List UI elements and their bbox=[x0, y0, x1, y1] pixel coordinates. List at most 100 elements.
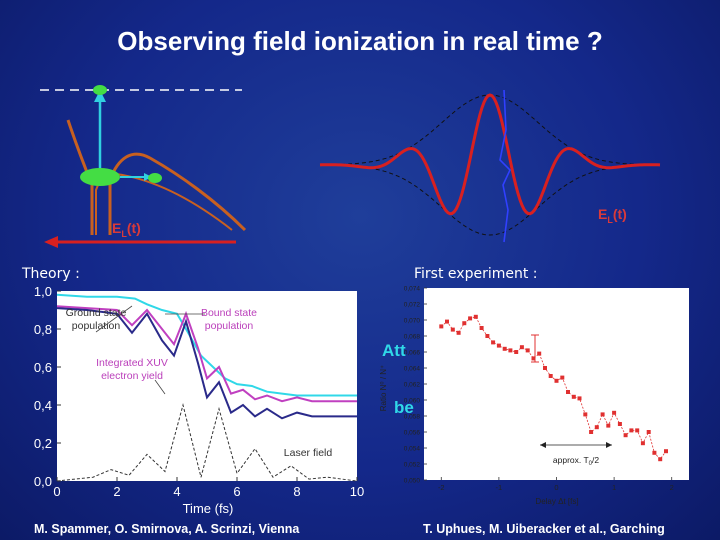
experiment-point bbox=[491, 340, 496, 345]
theory-x-tick: 6 bbox=[233, 484, 240, 499]
experiment-point bbox=[439, 324, 444, 329]
experiment-point bbox=[560, 375, 565, 380]
experiment-point bbox=[612, 410, 617, 415]
experiment-series-line bbox=[441, 316, 667, 460]
theory-y-tick: 0,2 bbox=[34, 436, 52, 451]
theory-y-tick: 0,4 bbox=[34, 398, 52, 413]
theory-series-line bbox=[56, 293, 357, 397]
theory-x-label: Time (fs) bbox=[183, 501, 234, 516]
experiment-point bbox=[606, 423, 611, 428]
theory-chart: 0 2 4 6 8 10 0,0 0,2 0,4 0,6 0,8 1,0 Time (fs) Grou… bbox=[34, 284, 364, 516]
experiment-point bbox=[617, 422, 622, 426]
experiment-x-tick: -2 bbox=[438, 483, 445, 492]
experiment-y-tick: 0,072 bbox=[404, 302, 421, 309]
experiment-y-tick: 0,060 bbox=[404, 398, 421, 405]
experiment-point bbox=[514, 350, 519, 354]
theory-y-tick: 0,8 bbox=[34, 322, 52, 337]
theory-series-line bbox=[56, 305, 357, 403]
experiment-point bbox=[640, 441, 645, 446]
experiment-point bbox=[450, 327, 455, 332]
theory-series-line bbox=[56, 403, 358, 482]
potential-right-wall bbox=[108, 152, 247, 235]
experiment-point bbox=[543, 366, 547, 370]
field-ionization-diagram bbox=[40, 85, 661, 248]
bound-annotation-2: population bbox=[205, 320, 254, 332]
theory-x-tick: 2 bbox=[113, 484, 120, 499]
experiment-chart: -2 -1 0 1 2 0,050 0,052 0,054 0,056 0,058 0,060 0,0… bbox=[379, 286, 689, 506]
experiment-y-tick: 0,050 bbox=[404, 478, 421, 485]
experiment-point bbox=[635, 428, 640, 433]
experiment-point bbox=[468, 316, 473, 321]
experiment-point bbox=[600, 412, 605, 417]
theory-y-tick: 0,0 bbox=[34, 474, 52, 489]
experiment-x-tick: 0 bbox=[554, 483, 558, 492]
experiment-point bbox=[594, 425, 599, 430]
experiment-point bbox=[571, 394, 576, 399]
theory-label: Theory : bbox=[22, 266, 80, 282]
experiment-point bbox=[485, 334, 490, 338]
experiment-x-tick: -1 bbox=[496, 483, 503, 492]
experiment-point bbox=[473, 314, 478, 319]
theory-x-tick: 8 bbox=[293, 484, 300, 499]
laser-pulse bbox=[319, 93, 661, 236]
experiment-point bbox=[623, 433, 628, 438]
experiment-point bbox=[508, 348, 513, 353]
theory-x-tick: 10 bbox=[350, 484, 364, 499]
overlay-text-be: be bbox=[394, 398, 414, 417]
xuv-annotation-1: Integrated XUV bbox=[96, 357, 168, 369]
experiment-point bbox=[629, 428, 634, 433]
experiment-point bbox=[652, 450, 657, 455]
experiment-point bbox=[525, 348, 530, 353]
half-period-label: approx. T0/2 bbox=[553, 455, 599, 467]
slide-title: Observing field ionization in real time … bbox=[117, 26, 603, 56]
xuv-pulse bbox=[499, 89, 511, 243]
experiment-y-tick: 0,066 bbox=[404, 350, 421, 357]
laser-annotation: Laser field bbox=[284, 447, 333, 459]
field-label-left: EL(t) bbox=[112, 220, 141, 239]
theory-x-tick: 4 bbox=[173, 484, 180, 499]
experiment-point bbox=[502, 346, 507, 351]
experiment-label: First experiment : bbox=[414, 266, 538, 282]
pulse-envelope-upper bbox=[319, 94, 661, 166]
experiment-y-tick: 0,062 bbox=[404, 382, 421, 389]
bound-annotation-1: Bound state bbox=[201, 307, 257, 319]
experiment-point bbox=[456, 330, 461, 335]
ground-annotation-1: Ground state bbox=[66, 307, 127, 319]
experiment-point bbox=[548, 374, 553, 378]
experiment-y-tick: 0,054 bbox=[404, 446, 421, 453]
experiment-point bbox=[566, 390, 570, 394]
excited-electron bbox=[93, 85, 107, 95]
experiment-point bbox=[583, 412, 588, 417]
theory-y-tick: 0,6 bbox=[34, 360, 52, 375]
experiment-point bbox=[589, 430, 594, 434]
experiment-point bbox=[531, 356, 536, 361]
experiment-point bbox=[445, 319, 449, 324]
experiment-y-label: Ratio N⁰ / N⁺ bbox=[379, 365, 388, 412]
experiment-point bbox=[664, 449, 668, 454]
experiment-y-tick: 0,064 bbox=[404, 366, 421, 373]
experiment-point bbox=[519, 345, 524, 350]
theory-x-tick: 0 bbox=[53, 484, 60, 499]
experiment-x-label: Delay Δt [fs] bbox=[535, 497, 578, 506]
experiment-point bbox=[646, 430, 651, 434]
overlay-text-att: Att bbox=[382, 341, 406, 360]
theory-y-tick: 1,0 bbox=[34, 284, 52, 299]
ground-annotation-2: population bbox=[72, 320, 121, 332]
experiment-point bbox=[462, 321, 467, 326]
theory-credit: M. Spammer, O. Smirnova, A. Scrinzi, Vie… bbox=[34, 522, 300, 536]
excitation-arrowhead bbox=[94, 90, 106, 102]
experiment-x-tick: 1 bbox=[612, 483, 616, 492]
experiment-point bbox=[577, 396, 582, 401]
experiment-y-tick: 0,070 bbox=[404, 318, 421, 325]
experiment-y-tick: 0,058 bbox=[404, 414, 421, 421]
experiment-y-tick: 0,052 bbox=[404, 462, 421, 469]
experiment-credit: T. Uphues, M. Uiberacker et al., Garchin… bbox=[423, 522, 665, 536]
experiment-point bbox=[658, 457, 663, 462]
experiment-y-tick: 0,074 bbox=[404, 286, 421, 293]
xuv-annotation-2: electron yield bbox=[101, 370, 163, 382]
experiment-point bbox=[537, 351, 542, 356]
theory-plot-area bbox=[57, 291, 357, 481]
experiment-point bbox=[554, 378, 559, 383]
experiment-y-tick: 0,056 bbox=[404, 430, 421, 437]
experiment-y-tick: 0,068 bbox=[404, 334, 421, 341]
